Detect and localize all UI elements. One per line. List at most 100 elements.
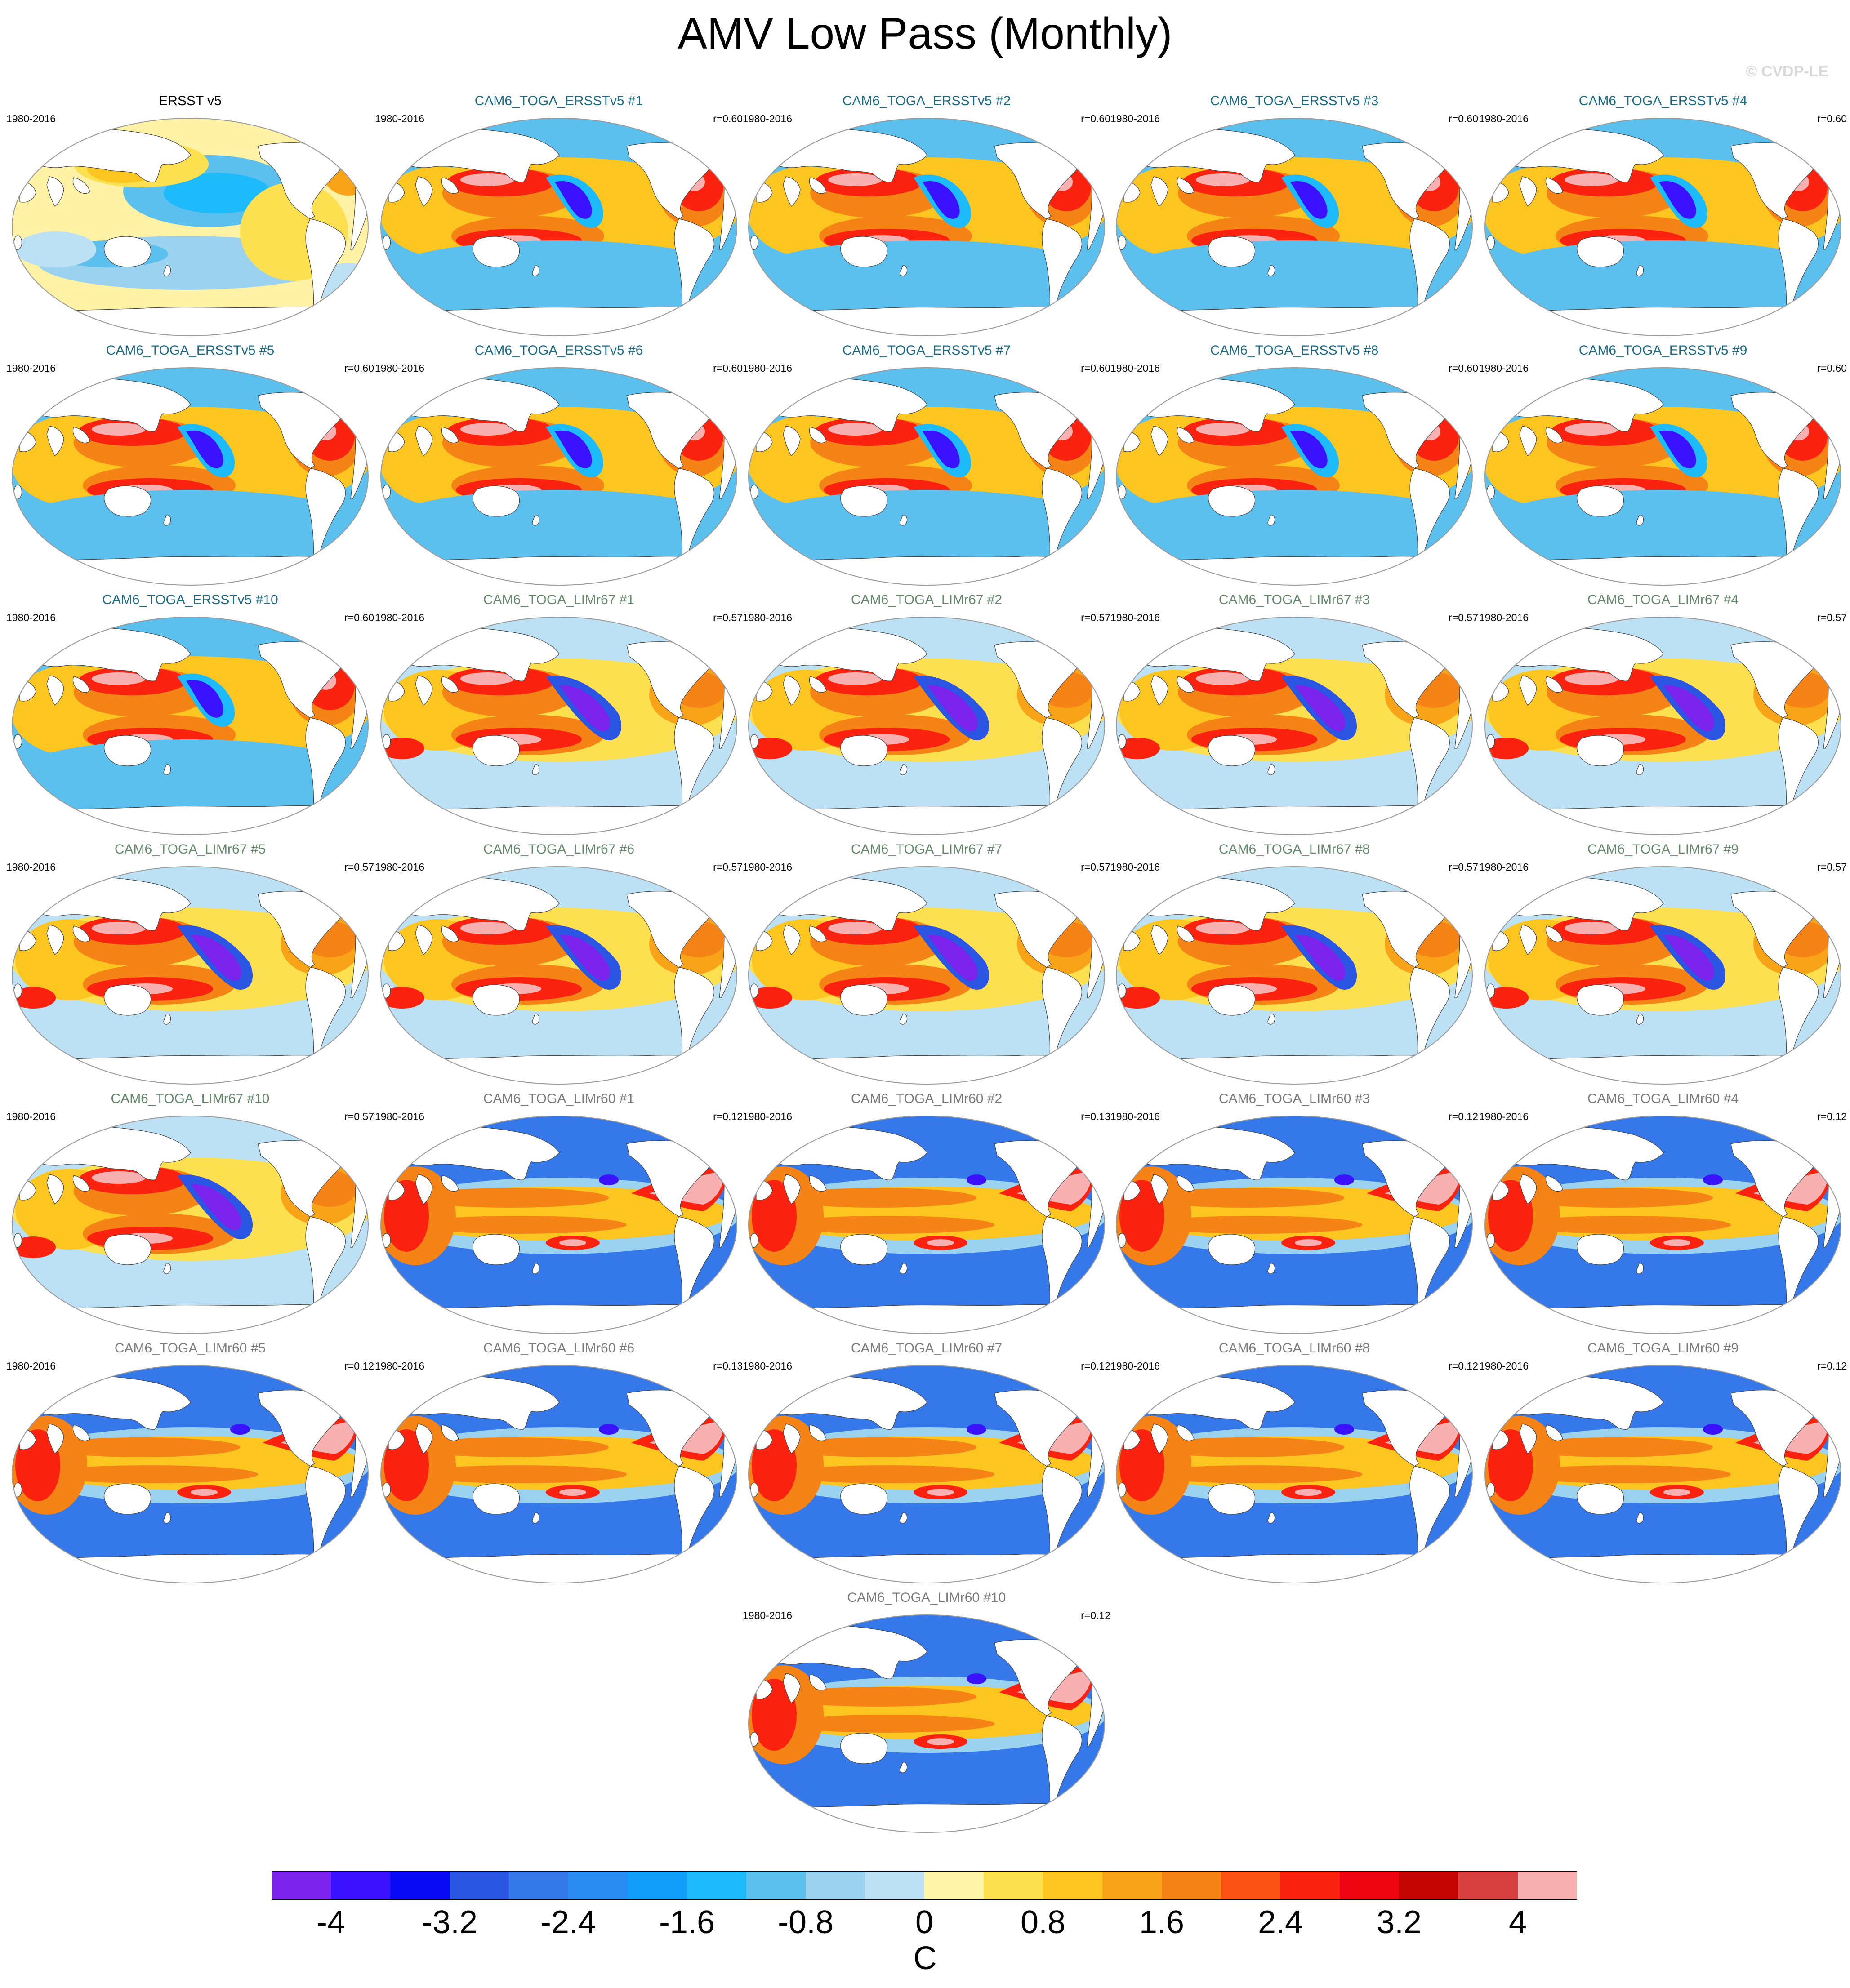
land-india (783, 176, 801, 207)
land-madagascar (1486, 485, 1495, 499)
land-australia (1577, 1234, 1624, 1265)
panel-title: CAM6_TOGA_ERSSTv5 #8 (1210, 343, 1379, 358)
map-panel: CAM6_TOGA_LIMr67 #2 1980-2016 r=0.57 (743, 591, 1110, 837)
map-border (380, 118, 737, 336)
land-madagascar (750, 734, 758, 749)
land-southeast-asia (1545, 676, 1563, 693)
panel-title: CAM6_TOGA_ERSSTv5 #1 (474, 93, 643, 108)
land-southeast-asia (72, 1424, 90, 1441)
land-southeast-asia (809, 1674, 827, 1691)
map-border (748, 367, 1105, 586)
land-greenland (340, 1379, 368, 1401)
land-australia (1208, 984, 1256, 1016)
land-india (1519, 1423, 1537, 1454)
land-greenland (1077, 631, 1105, 653)
panel-period: 1980-2016 (6, 113, 56, 125)
sst-anomaly-map (12, 1116, 369, 1334)
land-madagascar (13, 734, 22, 749)
land-antarctica (19, 307, 367, 336)
land-madagascar (1486, 1233, 1495, 1248)
map-border (380, 367, 737, 586)
colorbar-outline (272, 1871, 1577, 1900)
land-antarctica (755, 556, 1103, 585)
map-border (1116, 617, 1473, 835)
panel-period: 1980-2016 (743, 1610, 792, 1621)
land-madagascar (382, 1233, 391, 1248)
land-madagascar (13, 1482, 22, 1497)
map-border (1484, 367, 1841, 586)
land-greenland (1444, 880, 1472, 902)
land-antarctica (388, 1304, 736, 1334)
land-greenland (1077, 132, 1105, 154)
land-india (1150, 675, 1168, 706)
panel-period: 1980-2016 (6, 861, 56, 873)
land-southeast-asia (1177, 427, 1195, 444)
sst-anomaly-map (1116, 1116, 1473, 1334)
colorbar-tick-label: -2.4 (540, 1904, 597, 1940)
panel-title: CAM6_TOGA_LIMr67 #1 (483, 592, 635, 607)
colorbar-tick-label: -3.2 (421, 1904, 478, 1940)
land-madagascar (13, 485, 22, 499)
panel-period: 1980-2016 (375, 113, 424, 125)
map-panel: CAM6_TOGA_LIMr60 #3 1980-2016 r=0.12 (1110, 1090, 1478, 1336)
land-new-zealand (1267, 265, 1275, 276)
land-antarctica (388, 1554, 736, 1583)
map-panel: CAM6_TOGA_LIMr67 #4 1980-2016 r=0.57 (1479, 591, 1847, 837)
sst-anomaly-map (748, 617, 1105, 835)
panel-period: 1980-2016 (6, 1360, 56, 1372)
colorbar-swatch (272, 1871, 331, 1900)
land-antarctica (1123, 1554, 1471, 1583)
land-new-zealand (900, 1263, 908, 1274)
panel-period: 1980-2016 (1479, 861, 1529, 873)
panel-title: CAM6_TOGA_LIMr67 #6 (483, 842, 635, 857)
land-india (1519, 176, 1537, 207)
land-greenland (340, 1130, 368, 1152)
map-border (12, 367, 369, 586)
panel-title: CAM6_TOGA_LIMr60 #4 (1587, 1091, 1739, 1106)
panel-period: 1980-2016 (6, 612, 56, 623)
land-india (1150, 925, 1168, 955)
panel-correlation: r=0.57 (344, 1111, 374, 1122)
watermark: © CVDP-LE (1746, 63, 1828, 80)
sst-anomaly-map (12, 617, 369, 835)
land-australia (104, 1483, 152, 1515)
map-panel: CAM6_TOGA_LIMr60 #9 1980-2016 r=0.12 (1479, 1339, 1847, 1586)
land-greenland (1077, 381, 1105, 403)
land-new-zealand (163, 1263, 171, 1274)
land-southeast-asia (72, 427, 90, 444)
map-panel: CAM6_TOGA_LIMr60 #5 1980-2016 r=0.12 (6, 1339, 374, 1586)
land-new-zealand (163, 265, 171, 276)
land-australia (840, 1234, 888, 1265)
land-new-zealand (163, 764, 171, 775)
land-india (415, 1423, 433, 1454)
land-madagascar (750, 1482, 758, 1497)
map-panel: CAM6_TOGA_LIMr67 #9 1980-2016 r=0.57 (1479, 841, 1847, 1087)
map-border (12, 866, 369, 1085)
land-southeast-asia (1545, 1175, 1563, 1192)
land-india (46, 1423, 64, 1454)
land-madagascar (382, 983, 391, 998)
land-antarctica (1492, 1055, 1840, 1084)
land-india (783, 1423, 801, 1454)
land-new-zealand (1636, 1014, 1644, 1025)
panel-title: CAM6_TOGA_LIMr60 #8 (1218, 1341, 1370, 1356)
sst-anomaly-map (1484, 1365, 1841, 1583)
land-australia (104, 236, 152, 267)
map-panel: CAM6_TOGA_ERSSTv5 #7 1980-2016 r=0.60 (743, 342, 1110, 588)
land-greenland (1813, 880, 1841, 902)
map-panel: CAM6_TOGA_LIMr67 #5 1980-2016 r=0.57 (6, 841, 374, 1087)
land-madagascar (750, 1732, 758, 1747)
land-southeast-asia (72, 925, 90, 943)
land-southeast-asia (72, 177, 90, 194)
land-antarctica (19, 805, 367, 835)
land-antarctica (1492, 1554, 1840, 1583)
land-southeast-asia (809, 676, 827, 693)
land-southeast-asia (1177, 1175, 1195, 1192)
land-new-zealand (900, 764, 908, 775)
panel-period: 1980-2016 (375, 612, 424, 623)
panel-correlation: r=0.57 (1817, 612, 1847, 623)
sst-anomaly-map (1116, 1365, 1473, 1583)
panel-title: ERSST v5 (159, 93, 222, 108)
sst-anomaly-map (380, 118, 737, 336)
land-antarctica (1492, 556, 1840, 585)
